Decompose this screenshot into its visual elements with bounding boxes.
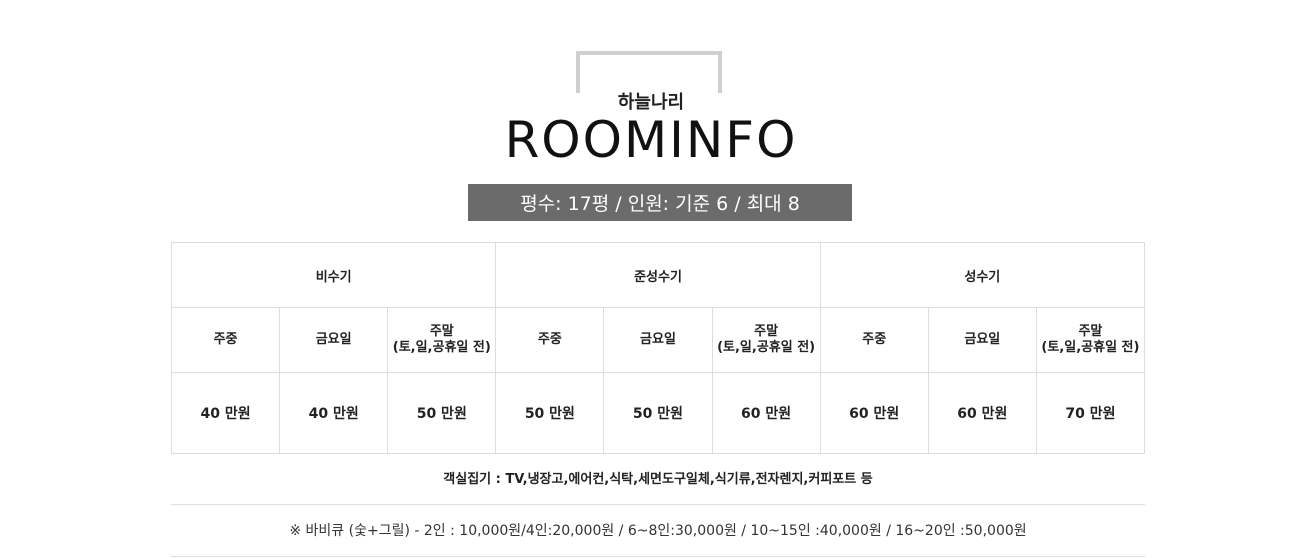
price-cell: 50 만원 <box>387 372 497 454</box>
day-weekend: 주말 (토,일,공휴일 전) <box>711 307 821 373</box>
amenities-text: 객실집기 : TV,냉장고,에어컨,식탁,세면도구일체,식기류,전자렌지,커피포… <box>443 472 873 487</box>
day-friday: 금요일 <box>927 307 1037 373</box>
price-cell: 50 만원 <box>495 372 605 454</box>
season-mid: 준성수기 <box>495 242 821 308</box>
page-title: ROOMINFO <box>504 111 798 169</box>
bbq-pricing-text: ※ 바비큐 (숯+그릴) - 2인 : 10,000원/4인:20,000원 /… <box>289 523 1027 539</box>
price-cell: 50 만원 <box>603 372 713 454</box>
price-cell: 60 만원 <box>819 372 929 454</box>
season-low: 비수기 <box>170 242 497 308</box>
day-header-row: 주중 금요일 주말 (토,일,공휴일 전) 주중 금요일 주말 (토,일,공휴일… <box>170 307 1146 373</box>
season-peak: 성수기 <box>819 242 1146 308</box>
day-weekend-label: 주말 (토,일,공휴일 전) <box>717 324 816 355</box>
divider <box>171 504 1145 505</box>
room-name: 하늘나리 <box>617 92 685 113</box>
day-weekend: 주말 (토,일,공휴일 전) <box>1035 307 1146 373</box>
divider <box>171 556 1145 557</box>
price-row: 40 만원 40 만원 50 만원 50 만원 50 만원 60 만원 60 만… <box>170 372 1146 454</box>
price-cell: 70 만원 <box>1035 372 1146 454</box>
rate-table: 비수기 준성수기 성수기 주중 금요일 주말 (토,일,공휴일 전) 주중 금요… <box>170 242 1146 454</box>
price-cell: 40 만원 <box>170 372 281 454</box>
title-bracket-decoration <box>576 51 722 93</box>
price-cell: 40 만원 <box>279 372 389 454</box>
day-weekday: 주중 <box>170 307 281 373</box>
day-weekend-label: 주말 (토,일,공휴일 전) <box>1041 324 1140 355</box>
day-weekend-label: 주말 (토,일,공휴일 전) <box>392 324 491 355</box>
room-info-bar: 평수: 17평 / 인원: 기준 6 / 최대 8 <box>468 184 852 221</box>
day-weekday: 주중 <box>819 307 929 373</box>
season-header-row: 비수기 준성수기 성수기 <box>170 242 1146 308</box>
price-cell: 60 만원 <box>711 372 821 454</box>
day-weekend: 주말 (토,일,공휴일 전) <box>387 307 497 373</box>
day-friday: 금요일 <box>603 307 713 373</box>
day-weekday: 주중 <box>495 307 605 373</box>
price-cell: 60 만원 <box>927 372 1037 454</box>
day-friday: 금요일 <box>279 307 389 373</box>
